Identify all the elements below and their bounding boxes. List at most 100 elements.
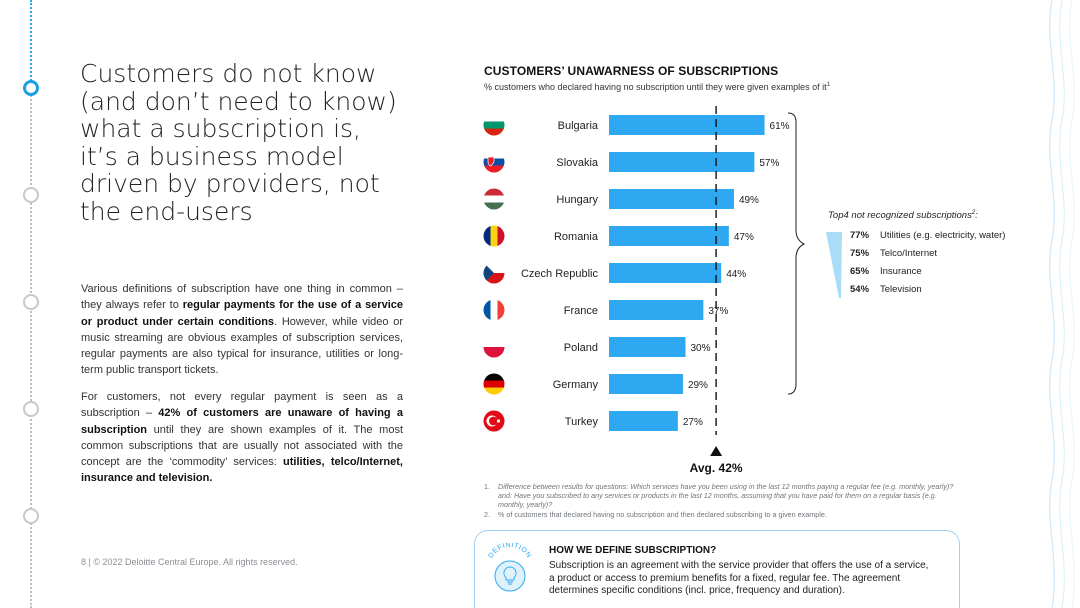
intro-paragraph: Various definitions of subscription have… bbox=[81, 281, 403, 379]
svg-text:DEFINITION: DEFINITION bbox=[488, 543, 533, 559]
flag-turkey-icon bbox=[483, 410, 505, 432]
top4-item: 77% Utilities (e.g. electricity, water) bbox=[850, 230, 1005, 248]
top4-list: 77% Utilities (e.g. electricity, water) 7… bbox=[850, 230, 1005, 302]
top4-pct: 77% bbox=[850, 230, 870, 241]
timeline-node[interactable] bbox=[23, 401, 39, 417]
top4-item: 75% Telco/Internet bbox=[850, 248, 1005, 266]
footnote-number: 1. bbox=[484, 482, 490, 491]
flag-hungary-icon bbox=[483, 188, 505, 210]
definition-heading: HOW WE DEFINE SUBSCRIPTION? bbox=[549, 545, 717, 556]
footnote: 2. % of customers that declared having no… bbox=[484, 510, 964, 519]
category-label: Czech Republic bbox=[521, 268, 599, 280]
footnote: 1. Difference between results for questio… bbox=[484, 482, 964, 510]
bar bbox=[609, 337, 686, 357]
top4-label: Insurance bbox=[880, 266, 922, 277]
average-marker bbox=[710, 446, 723, 456]
flag-czech-icon bbox=[483, 262, 505, 284]
footnote-number: 2. bbox=[484, 509, 490, 519]
chart-subtitle: % customers who declared having no subsc… bbox=[484, 82, 830, 92]
category-label: Germany bbox=[553, 379, 599, 391]
chart-title: CUSTOMERS’ UNAWARNESS OF SUBSCRIPTIONS bbox=[484, 64, 779, 78]
average-label: Avg. 42% bbox=[690, 461, 743, 475]
timeline-progress bbox=[30, 0, 32, 88]
footnote-ref: 1 bbox=[826, 82, 831, 88]
bar bbox=[609, 411, 678, 431]
bar bbox=[609, 152, 755, 172]
flag-poland-icon bbox=[483, 336, 505, 358]
bar-value-label: 49% bbox=[739, 195, 759, 206]
findings-paragraph: For customers, not every regular payment… bbox=[81, 389, 403, 487]
bar bbox=[609, 115, 765, 135]
top4-title-text: Top4 not recognized subscriptions bbox=[828, 210, 972, 222]
bar-value-label: 30% bbox=[691, 343, 711, 354]
category-label: Romania bbox=[554, 231, 599, 243]
bold-span: regular payments for the use of a servic… bbox=[81, 299, 403, 328]
bar-value-label: 29% bbox=[688, 380, 708, 391]
top4-pct: 65% bbox=[850, 266, 870, 277]
footnote-text: Difference between results for questions… bbox=[498, 482, 954, 510]
bold-span: utilities, telco/Internet, insurance and… bbox=[81, 456, 403, 485]
definition-badge-text: DEFINITION bbox=[488, 543, 532, 559]
page-headline: Customers do not know (and don’t need to… bbox=[80, 60, 420, 225]
top4-label: Telco/Internet bbox=[880, 248, 938, 259]
top4-item: 65% Insurance bbox=[850, 266, 1005, 284]
headline-line: the end-users bbox=[80, 196, 253, 226]
headline-line: what a subscription is, bbox=[80, 114, 361, 143]
bar bbox=[609, 189, 734, 209]
footnotes: 1. Difference between results for questio… bbox=[484, 482, 964, 519]
definition-badge: DEFINITION bbox=[488, 543, 533, 592]
decorative-waves bbox=[1049, 0, 1075, 608]
flag-germany-icon bbox=[483, 373, 505, 395]
bar bbox=[609, 226, 729, 246]
definition-text: Subscription is an agreement with the se… bbox=[549, 560, 929, 597]
flag-france-icon bbox=[483, 299, 505, 321]
category-label: Hungary bbox=[556, 194, 598, 206]
timeline-node-active[interactable] bbox=[23, 80, 39, 96]
headline-line: driven by providers, not bbox=[80, 169, 380, 198]
top4-label: Utilities (e.g. electricity, water) bbox=[880, 230, 1006, 241]
category-label: Bulgaria bbox=[558, 120, 599, 132]
timeline-node[interactable] bbox=[23, 294, 39, 310]
headline-line: Customers do not know bbox=[80, 59, 377, 88]
timeline-node[interactable] bbox=[23, 508, 39, 524]
text-span: . However, while video or music streamin… bbox=[81, 315, 403, 377]
bar-value-label: 57% bbox=[759, 158, 779, 169]
category-label: France bbox=[564, 305, 598, 317]
footnote-text: % of customers that declared having no s… bbox=[498, 509, 827, 519]
bar-value-label: 44% bbox=[726, 269, 746, 280]
bar bbox=[609, 300, 704, 320]
subtitle-text: % customers who declared having no subsc… bbox=[484, 82, 827, 92]
footnote-ref: 2 bbox=[971, 210, 976, 216]
bar-value-label: 61% bbox=[770, 121, 790, 132]
top4-pct: 75% bbox=[850, 248, 870, 259]
top4-pct: 54% bbox=[850, 284, 870, 295]
flag-bulgaria-icon bbox=[483, 114, 505, 136]
headline-line: it’s a business model bbox=[80, 141, 344, 171]
text-span: until they are shown examples of it. The… bbox=[81, 423, 403, 469]
text-span: For customers, not every regular payment… bbox=[81, 391, 403, 420]
bar-value-label: 47% bbox=[734, 232, 754, 243]
category-label: Turkey bbox=[565, 416, 599, 428]
bar-value-label: 27% bbox=[683, 417, 703, 428]
bar bbox=[609, 374, 683, 394]
bar-chart: Bulgaria 61% Slovakia 57% Hungary 49% Romania 4… bbox=[483, 106, 806, 475]
bar-value-label: 37% bbox=[708, 306, 728, 317]
text-span: Various definitions of subscription have… bbox=[81, 283, 403, 312]
top4-title-suffix: : bbox=[975, 210, 978, 222]
definition-box bbox=[474, 530, 960, 608]
top4-label: Television bbox=[880, 284, 922, 295]
category-label: Poland bbox=[564, 342, 598, 354]
funnel-graphic bbox=[826, 232, 842, 298]
timeline-node[interactable] bbox=[23, 187, 39, 203]
flag-slovakia-icon bbox=[483, 151, 505, 173]
headline-line: (and don’t need to know) bbox=[80, 86, 397, 116]
page-footer: 8 | © 2022 Deloitte Central Europe. All … bbox=[81, 557, 298, 567]
bracket bbox=[787, 112, 806, 395]
top4-item: 54% Television bbox=[850, 284, 1005, 302]
category-label: Slovakia bbox=[556, 157, 598, 169]
flag-romania-icon bbox=[483, 225, 505, 247]
lightbulb-icon bbox=[503, 566, 517, 585]
bar bbox=[609, 263, 722, 283]
top4-title: Top4 not recognized subscriptions2: bbox=[828, 210, 978, 221]
bold-span: 42% of customers are unaware of having a… bbox=[81, 407, 403, 436]
